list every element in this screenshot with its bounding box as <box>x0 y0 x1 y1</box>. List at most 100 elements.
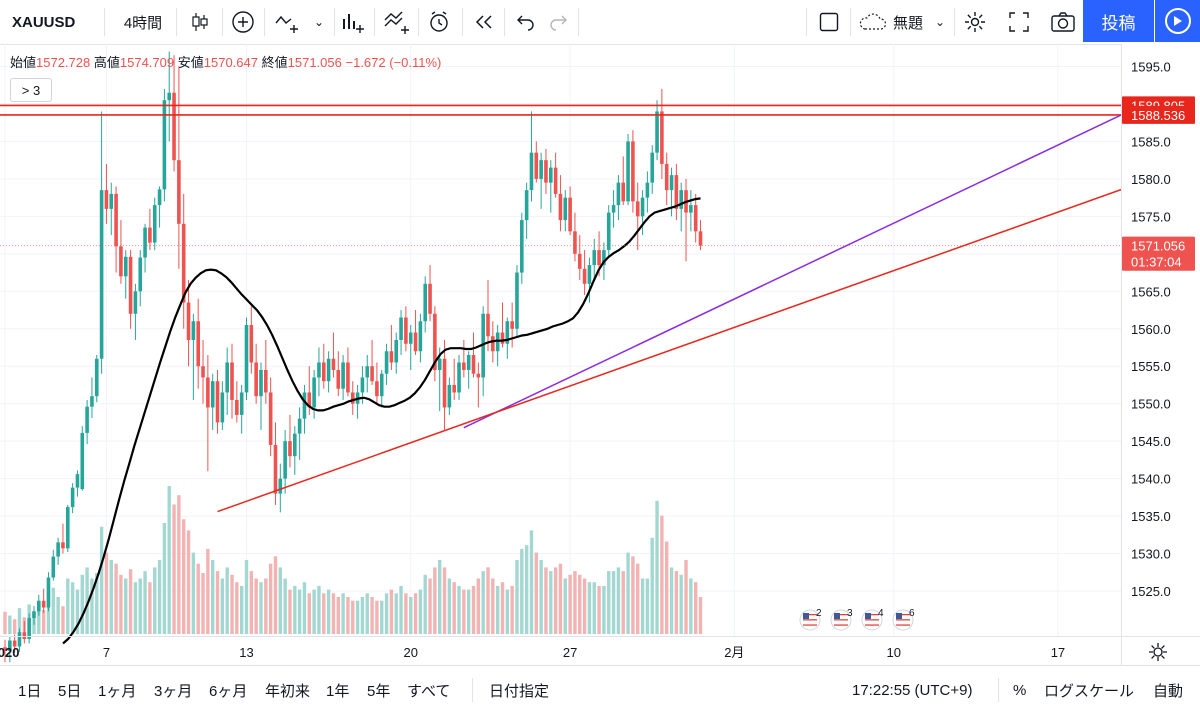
volume-bar <box>380 600 384 634</box>
volume-bar <box>660 515 664 634</box>
volume-bar <box>399 585 403 634</box>
candles-icon[interactable] <box>182 0 218 44</box>
play-button[interactable] <box>1155 0 1200 42</box>
plus-circle-icon[interactable] <box>228 0 258 44</box>
trendline[interactable] <box>217 163 1194 513</box>
candle <box>447 377 452 415</box>
candle-body <box>8 640 12 651</box>
range-3m[interactable]: 3ヶ月 <box>154 682 193 700</box>
candle-body <box>660 111 664 164</box>
candlesticks <box>3 51 703 663</box>
gear-icon[interactable] <box>958 0 992 44</box>
candle <box>109 182 114 236</box>
camera-icon[interactable] <box>1046 0 1080 44</box>
range-1d[interactable]: 1日 <box>18 682 42 700</box>
trendline[interactable] <box>463 114 1122 429</box>
chevron-down-icon[interactable]: ⌄ <box>313 15 325 29</box>
event-flag-icon[interactable]: 4 <box>861 608 884 631</box>
candle-body <box>577 253 582 269</box>
pattern-icon[interactable] <box>380 0 414 44</box>
percent-toggle[interactable]: % <box>1013 681 1027 699</box>
volume-bar <box>365 593 369 634</box>
studies-toggle-button[interactable]: > 3 <box>10 78 52 102</box>
time-axis[interactable]: 2020 7 13 20 27 2月 10 17 <box>0 636 1200 662</box>
event-flag-icon[interactable]: 2 <box>799 608 822 631</box>
square-icon[interactable] <box>812 0 846 44</box>
economic-events[interactable]: 2 3 4 6 <box>799 608 915 631</box>
candle <box>8 636 12 663</box>
time-tick-label: 7 <box>103 645 110 660</box>
auto-scale-toggle[interactable]: 自動 <box>1153 682 1184 700</box>
undo-icon[interactable] <box>510 0 540 44</box>
close-label: 終値 <box>261 55 288 70</box>
high-label: 高値 <box>93 55 120 70</box>
candle <box>331 332 336 378</box>
candle <box>404 306 408 352</box>
chevron-down-icon[interactable]: ⌄ <box>934 15 946 29</box>
candle <box>196 298 200 389</box>
bar-chart-icon[interactable] <box>338 0 368 44</box>
candle-body <box>650 152 655 183</box>
event-flag-icon[interactable]: 6 <box>892 608 915 631</box>
candle <box>268 377 273 457</box>
volume-bar <box>259 582 263 634</box>
goto-date-button[interactable]: 日付指定 <box>489 682 550 700</box>
gear-icon-ring <box>1153 647 1163 657</box>
range-6m[interactable]: 6ヶ月 <box>209 682 248 700</box>
candle <box>152 197 157 251</box>
layout-name[interactable]: 無題 <box>892 14 923 32</box>
log-scale-toggle[interactable]: ログスケール <box>1044 682 1135 700</box>
candle-body <box>534 152 539 179</box>
drawings[interactable] <box>0 104 1194 513</box>
price-tick-label: 1530.0 <box>1131 547 1171 562</box>
range-5y[interactable]: 5年 <box>367 682 391 700</box>
candle-body <box>495 332 500 352</box>
last-price-label: 1571.056 <box>1131 239 1185 254</box>
time-tick-label: 2月 <box>724 645 744 660</box>
resistance-lower-price-label: 1588.536 <box>1131 108 1185 123</box>
candle <box>645 171 650 213</box>
symbol-search-button[interactable]: XAUUSD <box>12 13 76 31</box>
cloud-icon[interactable] <box>856 0 890 44</box>
interval-button[interactable]: 4時間 <box>123 14 163 32</box>
flag-stripe <box>896 614 910 616</box>
volume-bar <box>326 589 331 634</box>
range-ytd[interactable]: 年初来 <box>265 682 311 700</box>
volume-bar <box>317 585 321 634</box>
candle-body <box>389 351 394 363</box>
volume-bar <box>665 541 669 634</box>
publish-button[interactable]: 投稿 <box>1083 0 1154 42</box>
candle-body <box>239 392 244 415</box>
volume-bar <box>360 597 365 634</box>
gear-icon[interactable] <box>1149 643 1167 661</box>
price-tick-label: 1575.0 <box>1131 209 1171 224</box>
candle-body <box>220 392 225 423</box>
candle-body <box>109 193 114 209</box>
fullscreen-icon[interactable] <box>1002 0 1036 44</box>
redo-icon[interactable] <box>544 0 574 44</box>
candle <box>201 340 205 404</box>
clock[interactable]: 17:22:55 (UTC+9) <box>852 681 973 699</box>
candle <box>437 347 442 412</box>
range-all[interactable]: すべて <box>407 682 451 700</box>
rewind-icon[interactable] <box>468 0 500 44</box>
range-1y[interactable]: 1年 <box>326 682 350 700</box>
candle-body <box>41 600 46 608</box>
event-flag-icon[interactable]: 3 <box>830 608 853 631</box>
range-5d[interactable]: 5日 <box>58 682 82 700</box>
price-axis[interactable]: 1525.0 1530.0 1535.0 1540.0 1545.0 1550.0 1555… <box>1121 44 1200 665</box>
indicators-icon[interactable] <box>270 0 306 44</box>
candle-body <box>486 313 490 337</box>
price-chart[interactable]: 2 3 4 6 1525.0 1530.0 1535.0 1540.0 1545.0 1550.… <box>0 44 1200 666</box>
candle <box>389 325 394 370</box>
divider <box>374 8 375 36</box>
candle-body <box>341 362 345 389</box>
divider <box>104 8 105 36</box>
candle <box>626 133 630 206</box>
candle <box>341 354 345 400</box>
range-1m[interactable]: 1ヶ月 <box>98 682 137 700</box>
alert-clock-icon[interactable] <box>424 0 456 44</box>
candle <box>495 325 500 367</box>
candle <box>162 88 167 202</box>
open-label: 始値 <box>10 55 37 70</box>
